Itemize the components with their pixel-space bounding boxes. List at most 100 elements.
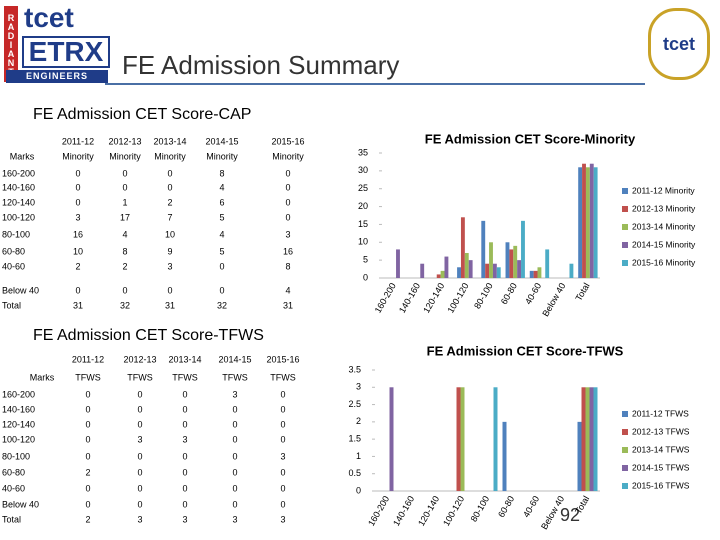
row-label: Below 40 [2,499,39,509]
table-header: TFWS [172,372,198,382]
legend-label: 2014-15 TFWS [632,462,690,472]
table-header: Minority [154,151,186,161]
bar [440,270,445,278]
x-tick-label: 120-140 [416,494,441,528]
table-cell: 3 [232,514,237,524]
table-header: 2014-15 [218,354,251,364]
bar [389,387,394,491]
y-tick-label: 0.5 [348,468,361,478]
y-tick-label: 1 [356,451,361,461]
table-cell: 0 [285,212,290,222]
table-cell: 0 [75,182,80,192]
bar [578,167,583,278]
legend-swatch [622,260,628,266]
bar [489,242,493,278]
table-cell: 0 [280,434,285,444]
bar [460,217,465,278]
table-cell: 6 [219,197,224,207]
row-label: 120-140 [2,419,35,429]
table-header: Marks [10,151,35,161]
table-header: 2015-16 [266,354,299,364]
table-cell: 3 [232,389,237,399]
table-cell: 0 [167,182,172,192]
table-cell: 0 [85,419,90,429]
table-cell: 8 [285,261,290,271]
row-label: 80-100 [2,451,30,461]
table-cell: 9 [167,246,172,256]
table-cell: 3 [75,212,80,222]
row-label: 60-80 [2,246,25,256]
table-cell: 0 [85,389,90,399]
bar [589,163,594,278]
y-tick-label: 10 [358,237,368,247]
bar [533,270,538,278]
section-heading: FE Admission CET Score-TFWS [33,327,264,344]
legend-swatch [622,447,628,453]
logo-main: ETRX [22,36,110,68]
table-cell: 0 [75,168,80,178]
table-cell: 3 [137,514,142,524]
bar [593,387,598,491]
table-cell: 0 [122,285,127,295]
row-label: 60-80 [2,467,25,477]
bar [396,249,400,278]
table-cell: 2 [167,197,172,207]
table-cell: 31 [283,300,293,310]
table-cell: 0 [182,483,187,493]
table-cell: 0 [285,168,290,178]
table-cell: 0 [122,182,127,192]
bar [481,220,486,278]
row-label: Total [2,514,21,524]
x-tick-label: 120-140 [421,281,446,315]
table-header: Minority [206,151,238,161]
table-cell: 0 [75,197,80,207]
y-tick-label: 2.5 [348,399,361,409]
x-tick-label: 140-160 [391,494,416,528]
table-cell: 17 [120,212,130,222]
row-label: 160-200 [2,168,35,178]
table-cell: 0 [137,499,142,509]
row-label: 40-60 [2,261,25,271]
table-cell: 0 [232,467,237,477]
chart-title: FE Admission CET Score-Minority [425,131,636,146]
table-cell: 3 [285,229,290,239]
table-cell: 0 [280,483,285,493]
bar [468,260,473,278]
y-tick-label: 15 [358,219,368,229]
row-label: 140-160 [2,182,35,192]
legend-swatch [622,411,628,417]
row-label: 80-100 [2,229,30,239]
x-tick-label: 40-60 [523,281,543,306]
table-cell: 10 [165,229,175,239]
bar [509,249,514,278]
table-header: 2011-12 [62,136,94,146]
y-tick-label: 20 [358,201,368,211]
table-cell: 0 [232,419,237,429]
x-tick-label: 160-200 [366,494,391,528]
table-header: Minority [272,151,304,161]
table-cell: 0 [137,451,142,461]
y-tick-label: 3 [356,382,361,392]
table-cell: 31 [73,300,83,310]
y-tick-label: 35 [358,147,368,157]
table-cell: 0 [280,467,285,477]
y-tick-label: 0 [356,485,361,495]
x-tick-label: Below 40 [540,281,567,318]
bar [517,260,522,278]
table-cell: 32 [120,300,130,310]
bar [581,387,586,491]
bar [496,267,501,278]
table-cell: 31 [165,300,175,310]
table-cell: 0 [137,467,142,477]
table-header: 2013-14 [153,136,186,146]
table-cell: 0 [85,404,90,414]
bar [456,387,461,491]
row-label: 40-60 [2,483,25,493]
y-tick-label: 2 [356,416,361,426]
legend-label: 2011-12 TFWS [632,408,689,418]
x-tick-label: 100-120 [441,494,466,528]
x-tick-label: 140-160 [397,281,422,315]
table-cell: 4 [122,229,127,239]
logo-top: tcet [24,2,74,33]
table-cell: 32 [217,300,227,310]
